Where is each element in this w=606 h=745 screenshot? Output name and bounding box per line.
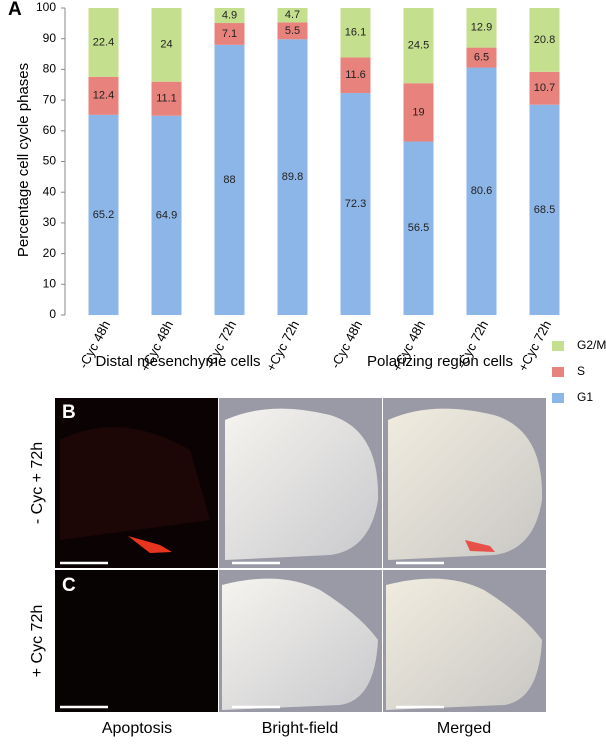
x-tick-label: +Cyc 72h — [515, 318, 554, 374]
bar-segment — [340, 8, 371, 58]
y-tick-label: 50 — [43, 154, 57, 168]
data-label: 20.8 — [534, 34, 555, 46]
data-label: 10.7 — [534, 82, 555, 94]
data-label: 80.6 — [471, 185, 492, 197]
image — [465, 540, 495, 552]
legend-swatch — [552, 367, 564, 377]
bar-segment — [466, 67, 497, 315]
bar-segment — [340, 57, 371, 94]
data-label: 24.5 — [408, 40, 429, 52]
bar-segment — [403, 8, 434, 84]
column-label: Merged — [437, 720, 491, 737]
image — [222, 578, 378, 710]
scale-bars — [60, 561, 444, 709]
y-tick-label: 10 — [43, 276, 57, 290]
x-tick-label: +Cyc 72h — [263, 318, 302, 374]
row-label: + Cyc 72h — [29, 605, 46, 677]
data-label: 4.9 — [222, 9, 237, 21]
bar-segment — [529, 71, 560, 105]
y-tick-label: 20 — [43, 246, 57, 260]
bar-segment — [277, 22, 308, 40]
data-label: 12.4 — [93, 90, 114, 102]
y-tick-label: 80 — [43, 62, 57, 76]
column-label: Bright-field — [262, 720, 338, 737]
bar-segment — [529, 8, 560, 72]
bar-segment — [529, 104, 560, 315]
y-axis-label: Percentage cell cycle phases — [15, 63, 32, 257]
row-label: - Cyc + 72h — [29, 442, 46, 524]
bar-segment — [88, 76, 119, 115]
group-label: Distal mesenchyme cells — [95, 353, 260, 370]
data-label: 68.5 — [534, 204, 555, 216]
image — [128, 536, 172, 553]
image-panels — [55, 398, 546, 712]
data-label: 65.2 — [93, 209, 114, 221]
data-label: 11.1 — [156, 93, 177, 105]
data-label: 89.8 — [282, 171, 303, 183]
bar-segment — [403, 83, 434, 142]
legend-label: G1 — [577, 390, 593, 404]
data-label: 19 — [412, 106, 424, 118]
bar-segment — [214, 23, 245, 45]
legend-swatch — [552, 393, 564, 403]
image — [55, 570, 218, 712]
image — [225, 408, 379, 560]
column-label: Apoptosis — [102, 720, 172, 737]
bar-segment — [214, 44, 245, 316]
bar-segment — [340, 93, 371, 315]
image — [388, 408, 543, 560]
bar-segment — [88, 114, 119, 315]
data-label: 12.9 — [471, 22, 492, 34]
bar-segment — [466, 8, 497, 48]
x-tick-label: -Cyc 48h — [328, 318, 366, 371]
bar-segment — [88, 8, 119, 77]
y-tick-label: 30 — [43, 215, 57, 229]
panel-label: C — [62, 575, 76, 596]
chart: 0 10 20 30 40 50 60 70 80 90 100 65.2 12.4 22.4 -Cyc 4… — [36, 0, 606, 404]
data-label: 72.3 — [345, 198, 366, 210]
data-label: 56.5 — [408, 222, 429, 234]
y-tick-label: 90 — [43, 31, 57, 45]
y-tick-label: 60 — [43, 123, 57, 137]
y-tick-label: 100 — [36, 0, 56, 14]
y-tick-label: 0 — [49, 307, 56, 321]
panel-label: A — [8, 0, 22, 20]
data-label: 7.1 — [222, 28, 237, 40]
data-label: 16.1 — [345, 27, 366, 39]
bar-segment — [214, 8, 245, 24]
data-label: 5.5 — [285, 25, 300, 37]
legend-label: S — [577, 364, 585, 378]
data-label: 6.5 — [474, 51, 489, 63]
bar-segment — [151, 8, 182, 82]
data-label: 64.9 — [156, 209, 177, 221]
data-label: 22.4 — [93, 36, 114, 48]
y-tick-label: 70 — [43, 92, 57, 106]
bar-segment — [466, 47, 497, 68]
group-label: Polarizing region cells — [367, 353, 513, 370]
legend-swatch — [552, 341, 564, 351]
data-label: 11.6 — [345, 69, 366, 81]
image — [60, 427, 210, 540]
bar-segment — [151, 81, 182, 116]
bar-segment — [151, 115, 182, 315]
bar-segment — [277, 8, 308, 23]
data-label: 24 — [160, 39, 172, 51]
data-label: 88 — [223, 174, 235, 186]
panel-label: B — [62, 402, 76, 423]
y-tick-label: 40 — [43, 184, 57, 198]
bar-segment — [403, 141, 434, 315]
legend-label: G2/M — [577, 338, 606, 352]
bar-segment — [277, 39, 308, 316]
data-label: 4.7 — [285, 9, 300, 21]
image — [386, 578, 542, 710]
